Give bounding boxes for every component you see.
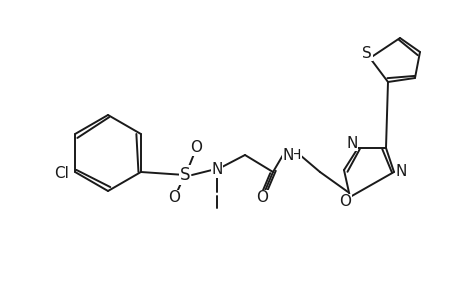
Text: O: O (256, 190, 268, 206)
Text: O: O (168, 190, 179, 206)
Text: N: N (211, 163, 222, 178)
Text: S: S (361, 46, 371, 61)
Text: N: N (394, 164, 406, 179)
Text: N: N (282, 148, 293, 163)
Text: S: S (179, 166, 190, 184)
Text: O: O (190, 140, 202, 155)
Text: O: O (338, 194, 350, 209)
Text: H: H (290, 148, 301, 162)
Text: Cl: Cl (54, 167, 68, 182)
Text: N: N (346, 136, 357, 151)
